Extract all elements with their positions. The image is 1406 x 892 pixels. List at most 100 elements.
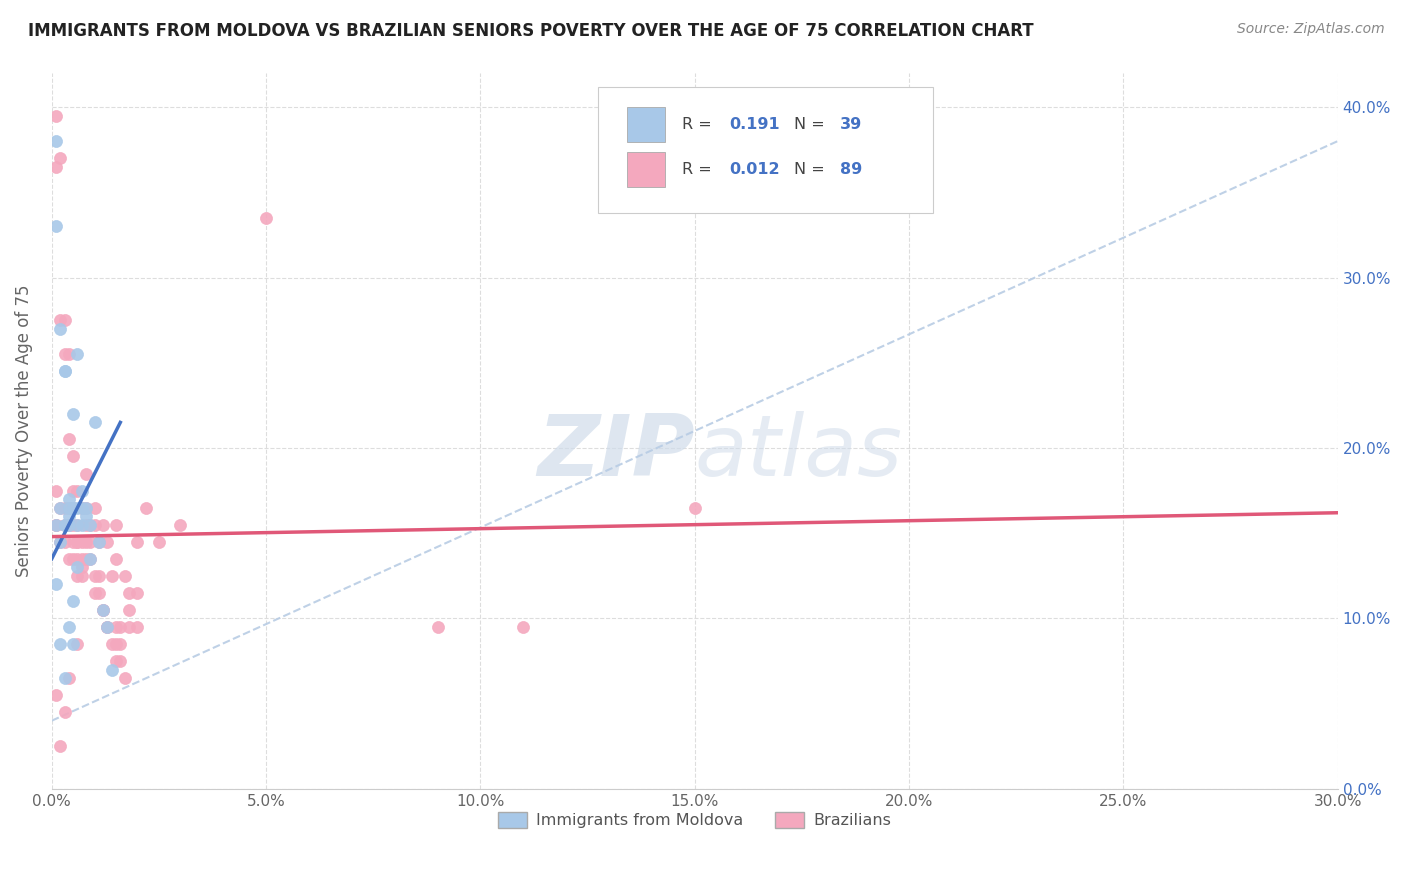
Point — [45, 688, 67, 702]
Point — [58, 620, 80, 634]
Point — [53, 364, 76, 378]
Point — [53, 313, 76, 327]
FancyBboxPatch shape — [598, 87, 932, 212]
Point — [426, 620, 449, 634]
Y-axis label: Seniors Poverty Over the Age of 75: Seniors Poverty Over the Age of 75 — [15, 285, 32, 577]
Point — [254, 211, 277, 225]
Point — [75, 467, 97, 481]
Point — [512, 620, 534, 634]
Point — [62, 500, 84, 515]
Point — [118, 586, 141, 600]
Point — [45, 517, 67, 532]
Point — [62, 407, 84, 421]
Point — [49, 313, 72, 327]
Point — [105, 637, 128, 651]
Point — [91, 603, 114, 617]
Point — [79, 551, 101, 566]
Point — [49, 500, 72, 515]
Point — [75, 534, 97, 549]
Point — [169, 517, 191, 532]
Point — [127, 586, 149, 600]
Point — [49, 534, 72, 549]
Point — [83, 500, 105, 515]
Point — [49, 637, 72, 651]
Point — [87, 534, 110, 549]
Point — [66, 534, 89, 549]
Point — [83, 416, 105, 430]
Point — [91, 517, 114, 532]
Point — [70, 483, 93, 498]
Bar — [627, 153, 665, 186]
Point — [79, 517, 101, 532]
Point — [79, 534, 101, 549]
Point — [53, 347, 76, 361]
Point — [58, 509, 80, 524]
Point — [148, 534, 170, 549]
Text: ZIP: ZIP — [537, 411, 695, 494]
Point — [49, 321, 72, 335]
Point — [62, 500, 84, 515]
Point — [105, 551, 128, 566]
Point — [49, 151, 72, 165]
Point — [91, 603, 114, 617]
Text: atlas: atlas — [695, 411, 903, 494]
Point — [53, 534, 76, 549]
Point — [45, 109, 67, 123]
Point — [114, 671, 136, 685]
Point — [62, 534, 84, 549]
Point — [53, 705, 76, 719]
Text: 89: 89 — [839, 162, 862, 178]
Point — [62, 517, 84, 532]
Point — [100, 663, 122, 677]
Point — [53, 517, 76, 532]
Point — [49, 534, 72, 549]
Point — [118, 603, 141, 617]
Point — [49, 739, 72, 754]
Point — [45, 483, 67, 498]
Point — [66, 517, 89, 532]
Point — [87, 534, 110, 549]
Point — [66, 534, 89, 549]
Point — [110, 637, 132, 651]
Point — [79, 517, 101, 532]
Point — [79, 551, 101, 566]
Point — [66, 347, 89, 361]
Point — [75, 509, 97, 524]
Point — [58, 517, 80, 532]
Point — [58, 517, 80, 532]
Point — [66, 569, 89, 583]
Point — [105, 517, 128, 532]
Point — [58, 500, 80, 515]
Bar — [627, 107, 665, 142]
Point — [58, 517, 80, 532]
Point — [62, 500, 84, 515]
Point — [96, 620, 118, 634]
Point — [53, 364, 76, 378]
Point — [53, 517, 76, 532]
Point — [58, 551, 80, 566]
Text: Source: ZipAtlas.com: Source: ZipAtlas.com — [1237, 22, 1385, 37]
Text: N =: N = — [794, 162, 830, 178]
Point — [127, 534, 149, 549]
Point — [70, 534, 93, 549]
Text: 0.191: 0.191 — [730, 117, 780, 132]
Point — [45, 160, 67, 174]
Point — [62, 594, 84, 608]
Point — [96, 534, 118, 549]
Point — [135, 500, 157, 515]
Point — [75, 500, 97, 515]
Point — [45, 517, 67, 532]
Point — [75, 517, 97, 532]
Point — [114, 569, 136, 583]
Point — [62, 450, 84, 464]
Point — [58, 433, 80, 447]
Point — [49, 500, 72, 515]
Point — [70, 500, 93, 515]
Point — [70, 551, 93, 566]
Point — [45, 134, 67, 148]
Point — [45, 219, 67, 234]
Text: 39: 39 — [839, 117, 862, 132]
Point — [70, 517, 93, 532]
Point — [75, 551, 97, 566]
Point — [66, 483, 89, 498]
